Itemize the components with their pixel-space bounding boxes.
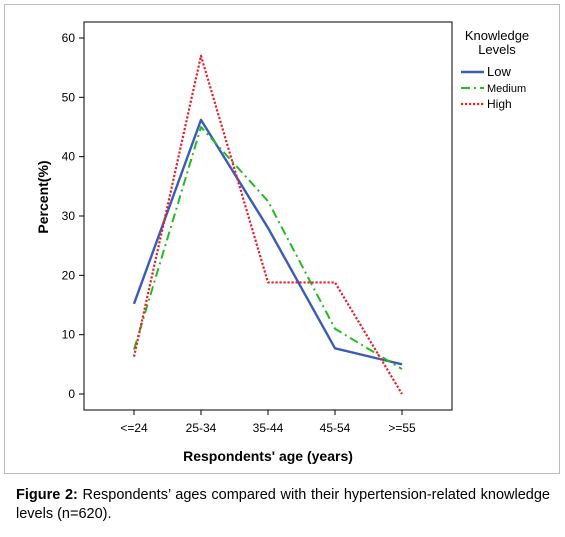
legend-label-high: High (487, 97, 512, 111)
axes: 0 10 20 30 40 50 60 <=24 25-34 35-44 45-54 >=55 (62, 21, 453, 435)
series-line-medium (133, 126, 403, 370)
plot-area (83, 21, 453, 411)
figure-caption: Figure 2: Respondents’ ages compared wit… (16, 486, 550, 524)
series-line-high (132, 54, 403, 395)
y-tick-label: 10 (62, 328, 76, 342)
legend-label-low: Low (487, 64, 511, 79)
x-tick-label: 45-54 (320, 421, 351, 435)
y-tick-label: 50 (62, 90, 76, 104)
y-axis-title: Percent(%) (35, 160, 51, 233)
x-tick-label: 35-44 (253, 421, 284, 435)
series-layer (132, 54, 403, 395)
x-axis-title: Respondents' age (years) (183, 448, 353, 464)
legend-label-medium: Medium (487, 83, 526, 95)
y-tick-label: 30 (62, 209, 76, 223)
x-tick-label: 25-34 (186, 421, 217, 435)
x-tick-label: >=55 (388, 421, 416, 435)
y-tick-label: 40 (62, 150, 76, 164)
legend: Knowledge Levels Low Medium High (461, 28, 529, 111)
y-tick-label: 20 (62, 268, 76, 282)
figure-frame (4, 4, 560, 474)
legend-title-line-2: Levels (478, 42, 516, 57)
caption-text: Respondents’ ages compared with their hy… (16, 487, 550, 522)
line-chart: Percent(%) Respondents' age (years) 0 10 2… (35, 21, 529, 464)
caption-label: Figure 2: (16, 487, 78, 503)
legend-items: Low Medium High (461, 64, 526, 111)
legend-title-line-1: Knowledge (465, 28, 529, 43)
y-tick-label: 0 (68, 387, 75, 401)
x-tick-label: <=24 (120, 421, 148, 435)
y-tick-label: 60 (62, 31, 76, 45)
